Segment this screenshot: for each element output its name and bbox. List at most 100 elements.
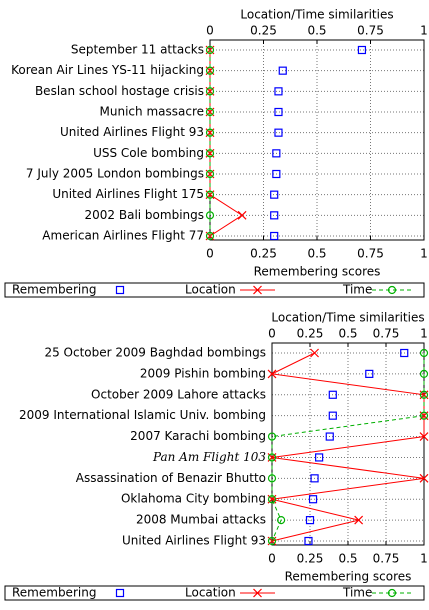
category-label: Assassination of Benazir Bhutto — [76, 471, 266, 485]
marker-circle — [205, 128, 215, 137]
category-label: Beslan school hostage crisis — [35, 84, 204, 98]
marker-circle — [267, 495, 277, 504]
x2-tick-label: 0 — [206, 24, 214, 38]
x2-tick-label: 0.25 — [297, 327, 324, 341]
category-label: 2009 International Islamic Univ. bombing — [19, 408, 266, 422]
marker-circle — [267, 474, 277, 483]
marker-circle — [205, 231, 215, 241]
marker-circle — [419, 369, 429, 378]
legend-label: Time — [342, 586, 372, 600]
x2-tick-label: 0.5 — [307, 24, 326, 38]
marker-circle — [205, 190, 215, 199]
marker-square — [308, 495, 318, 504]
x-tick-label: 0.75 — [373, 552, 400, 566]
x-tick-label: 1 — [420, 552, 428, 566]
category-label: 7 July 2005 London bombings — [26, 167, 204, 181]
legend-box — [4, 585, 425, 601]
x-tick-label: 0.25 — [250, 247, 277, 261]
category-label: American Airlines Flight 77 — [42, 229, 204, 243]
category-label: 2002 Bali bombings — [85, 208, 205, 222]
marker-circle — [419, 348, 429, 358]
marker-square — [274, 87, 283, 96]
x2-tick-label: 0.75 — [357, 24, 384, 38]
marker-square — [270, 211, 279, 220]
marker-circle — [205, 211, 215, 220]
marker-square — [270, 190, 279, 199]
marker-circle — [205, 45, 215, 55]
marker-x — [237, 210, 247, 220]
marker-square — [115, 285, 125, 295]
marker-circle — [277, 516, 286, 525]
marker-x — [253, 285, 262, 295]
marker-square — [325, 432, 334, 441]
category-label: 2008 Mumbai attacks — [136, 513, 266, 527]
x-axis-label: Remembering scores — [254, 265, 381, 279]
marker-square — [272, 169, 281, 179]
series-line — [209, 50, 244, 237]
x-tick-label: 0.25 — [297, 552, 324, 566]
marker-square — [357, 45, 367, 55]
series-line — [270, 352, 425, 542]
category-label: United Airlines Flight 93 — [122, 534, 266, 548]
marker-circle — [267, 536, 277, 546]
marker-circle — [205, 107, 215, 117]
x-tick-label: 0.5 — [307, 247, 326, 261]
x2-axis-label: Location/Time similarities — [271, 311, 424, 325]
marker-square — [272, 149, 281, 158]
marker-circle — [387, 285, 397, 295]
marker-square — [278, 66, 287, 75]
marker-square — [328, 390, 337, 399]
marker-square — [305, 516, 315, 525]
marker-circle — [267, 432, 277, 441]
x2-tick-label: 1 — [420, 327, 428, 341]
marker-x — [419, 432, 429, 441]
marker-square — [315, 453, 324, 462]
marker-square — [270, 231, 279, 241]
legend-box — [4, 282, 425, 298]
legend-label: Location — [185, 586, 236, 600]
legend-label: Remembering — [12, 283, 96, 297]
marker-square — [400, 348, 409, 358]
category-label: United Airlines Flight 175 — [52, 187, 204, 201]
marker-square — [310, 474, 319, 483]
x2-axis-label: Location/Time similarities — [240, 8, 393, 22]
x2-tick-label: 0.25 — [250, 24, 277, 38]
marker-circle — [205, 149, 215, 158]
marker-circle — [419, 411, 429, 420]
marker-circle — [267, 453, 277, 462]
marker-square — [304, 536, 313, 546]
legend-label: Remembering — [12, 586, 96, 600]
x-tick-label: 0.75 — [357, 247, 384, 261]
category-label: September 11 attacks — [71, 43, 204, 57]
marker-circle — [419, 390, 429, 399]
category-label: Pan Am Flight 103 — [152, 450, 266, 464]
category-label: USS Cole bombing — [93, 146, 204, 160]
category-label: 2009 Pishin bombing — [140, 366, 266, 380]
x2-tick-label: 0 — [268, 327, 276, 341]
category-label: Munich massacre — [100, 105, 204, 119]
marker-x — [354, 515, 364, 525]
x-tick-label: 0 — [268, 552, 276, 566]
x2-tick-label: 0.75 — [373, 327, 400, 341]
series-line — [271, 353, 425, 542]
marker-x — [310, 348, 319, 358]
x-axis-label: Remembering scores — [285, 570, 412, 584]
marker-circle — [205, 66, 215, 75]
marker-square — [274, 128, 283, 137]
category-label: 2007 Karachi bombing — [130, 429, 266, 443]
marker-circle — [387, 588, 397, 598]
category-label: Korean Air Lines YS-11 hijacking — [11, 63, 204, 77]
marker-square — [365, 369, 374, 378]
x2-tick-label: 1 — [420, 24, 428, 38]
category-label: October 2009 Lahore attacks — [91, 387, 266, 401]
marker-square — [328, 411, 337, 420]
marker-x — [419, 473, 429, 483]
marker-circle — [205, 87, 215, 96]
x-tick-label: 0.5 — [338, 552, 357, 566]
marker-x — [253, 588, 262, 598]
x2-tick-label: 0.5 — [338, 327, 357, 341]
category-label: United Airlines Flight 93 — [60, 125, 204, 139]
x-tick-label: 1 — [420, 247, 428, 261]
category-label: Oklahoma City bombing — [121, 492, 266, 506]
